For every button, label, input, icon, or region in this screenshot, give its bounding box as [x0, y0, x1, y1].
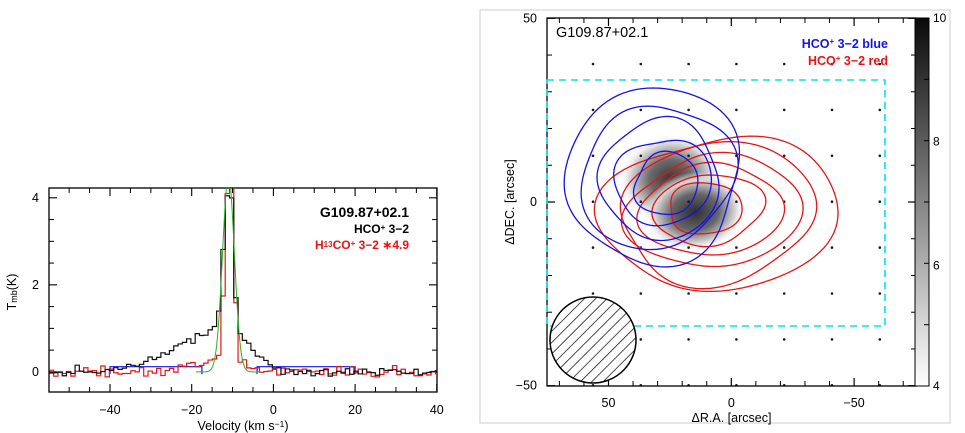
svg-text:−50: −50	[516, 379, 537, 393]
svg-text:G109.87+02.1: G109.87+02.1	[556, 25, 648, 41]
svg-text:ΔDEC. [arcsec]: ΔDEC. [arcsec]	[503, 159, 517, 244]
svg-text:−40: −40	[99, 403, 120, 417]
svg-text:20: 20	[348, 403, 362, 417]
svg-text:0: 0	[270, 403, 277, 417]
svg-text:40: 40	[430, 403, 444, 417]
svg-text:50: 50	[602, 396, 616, 410]
svg-text:HCO+ 3−2 red: HCO+ 3−2 red	[808, 54, 888, 68]
svg-text:50: 50	[523, 11, 537, 25]
svg-text:10: 10	[933, 11, 947, 25]
svg-text:6: 6	[933, 258, 940, 272]
svg-text:−20: −20	[181, 403, 202, 417]
svg-text:−50: −50	[843, 396, 864, 410]
svg-text:4: 4	[32, 191, 39, 205]
svg-text:0: 0	[530, 195, 537, 209]
svg-text:ΔR.A. [arcsec]: ΔR.A. [arcsec]	[692, 411, 772, 425]
svg-text:HCO+ 3−2 blue: HCO+ 3−2 blue	[802, 37, 888, 51]
svg-text:8: 8	[933, 135, 940, 149]
svg-text:4: 4	[933, 379, 940, 393]
svg-text:0: 0	[32, 365, 39, 379]
svg-text:0: 0	[728, 396, 735, 410]
svg-text:2: 2	[32, 278, 39, 292]
svg-text:G109.87+02.1: G109.87+02.1	[320, 204, 409, 220]
